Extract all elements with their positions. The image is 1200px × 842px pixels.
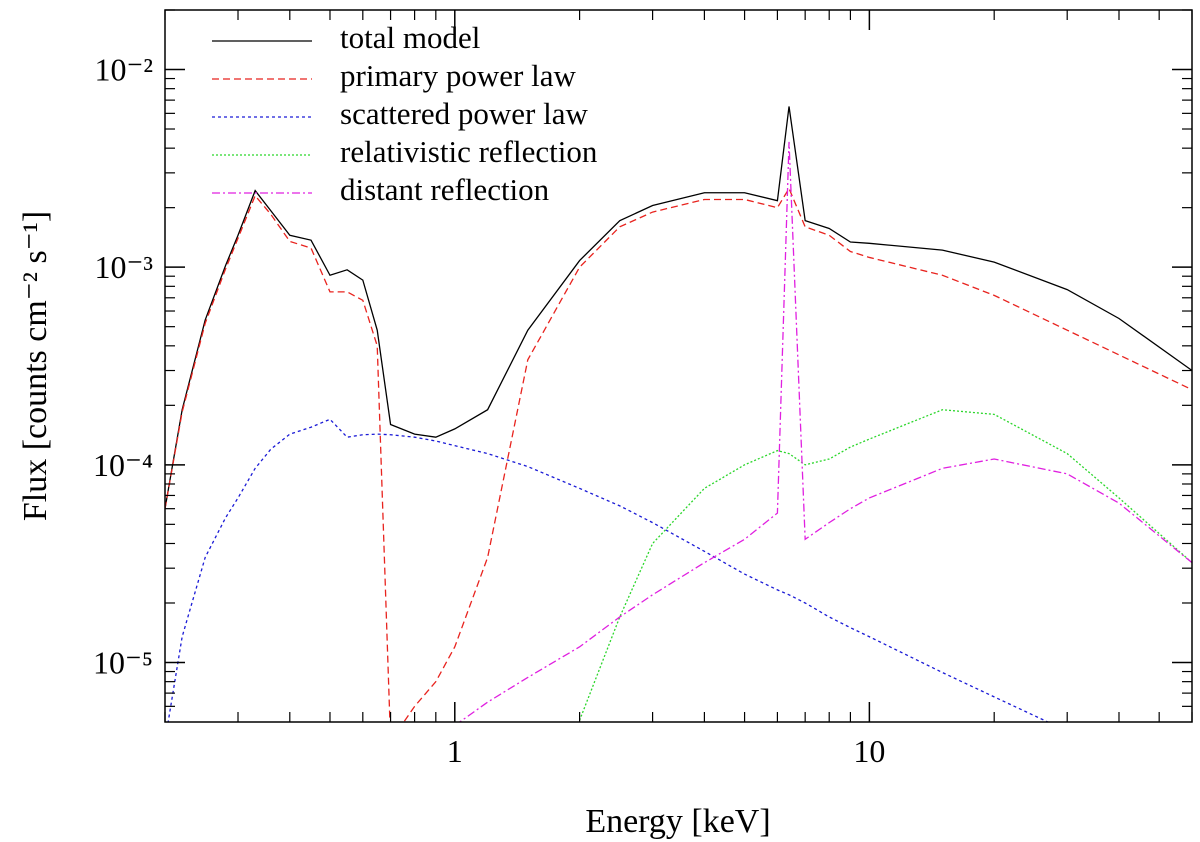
x-tick-label: 10 — [853, 733, 885, 769]
y-axis-label: Flux [counts cm⁻² s⁻¹] — [17, 211, 54, 521]
series-line — [458, 141, 1192, 722]
y-tick-label: 10⁻² — [95, 52, 153, 88]
axes-frame — [164, 9, 1193, 723]
legend-label: primary power law — [340, 58, 576, 93]
series-line — [165, 187, 1192, 722]
x-tick-label: 1 — [447, 733, 463, 769]
series-line — [165, 106, 1192, 509]
legend-label: total model — [340, 20, 480, 55]
legend-label: relativistic reflection — [340, 134, 598, 169]
legend-label: distant reflection — [340, 172, 550, 207]
legend-label: scattered power law — [340, 96, 588, 131]
y-tick-label: 10⁻⁴ — [93, 447, 153, 483]
plot-area — [165, 106, 1192, 722]
series-line — [578, 409, 1192, 721]
series-line — [167, 418, 1050, 722]
y-tick-label: 10⁻⁵ — [93, 644, 153, 680]
x-axis-label: Energy [keV] — [585, 803, 770, 840]
y-tick-label: 10⁻³ — [95, 249, 153, 285]
